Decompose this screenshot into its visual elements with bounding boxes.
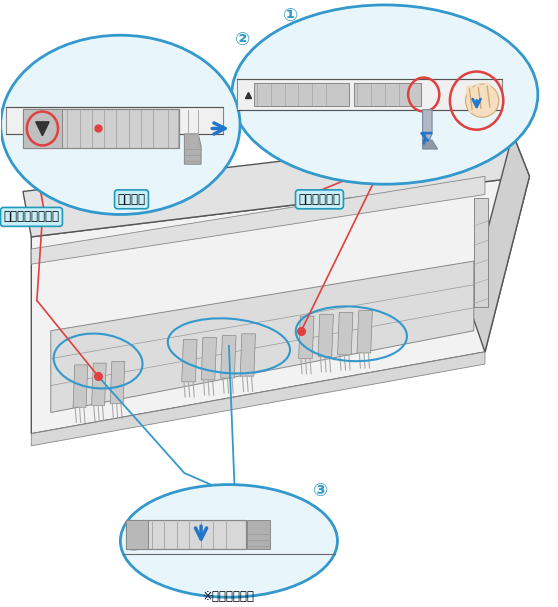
Text: ※３個とも交換: ※３個とも交換 <box>203 589 255 603</box>
Polygon shape <box>31 352 485 446</box>
Polygon shape <box>299 316 314 359</box>
FancyBboxPatch shape <box>474 197 488 307</box>
Polygon shape <box>51 261 474 413</box>
Polygon shape <box>221 336 236 378</box>
Text: ①: ① <box>282 7 298 25</box>
Polygon shape <box>23 134 530 237</box>
FancyBboxPatch shape <box>6 107 223 134</box>
Polygon shape <box>31 176 485 264</box>
Text: ②: ② <box>235 31 251 49</box>
Polygon shape <box>422 110 432 140</box>
Polygon shape <box>92 363 106 405</box>
Polygon shape <box>201 337 217 380</box>
Polygon shape <box>73 365 88 407</box>
Polygon shape <box>357 311 372 353</box>
Ellipse shape <box>121 484 338 597</box>
FancyBboxPatch shape <box>23 109 179 149</box>
Text: ③: ③ <box>313 482 328 500</box>
Polygon shape <box>338 313 353 355</box>
Polygon shape <box>184 134 201 164</box>
FancyBboxPatch shape <box>237 80 502 110</box>
Polygon shape <box>468 134 530 352</box>
Polygon shape <box>422 140 437 149</box>
FancyBboxPatch shape <box>254 83 349 106</box>
Polygon shape <box>36 122 49 136</box>
FancyBboxPatch shape <box>126 520 148 549</box>
Text: ユニット: ユニット <box>118 193 146 206</box>
Polygon shape <box>31 176 530 434</box>
Polygon shape <box>240 334 256 376</box>
Polygon shape <box>182 339 197 382</box>
FancyBboxPatch shape <box>23 109 62 149</box>
Polygon shape <box>318 314 334 357</box>
Ellipse shape <box>465 84 499 117</box>
Text: パワー集中ガイド: パワー集中ガイド <box>3 211 60 223</box>
FancyBboxPatch shape <box>126 520 246 549</box>
Ellipse shape <box>232 5 538 184</box>
FancyBboxPatch shape <box>247 520 270 549</box>
FancyBboxPatch shape <box>354 83 421 106</box>
Text: ロックレバー: ロックレバー <box>299 193 340 206</box>
Ellipse shape <box>1 35 240 214</box>
Polygon shape <box>110 361 125 404</box>
